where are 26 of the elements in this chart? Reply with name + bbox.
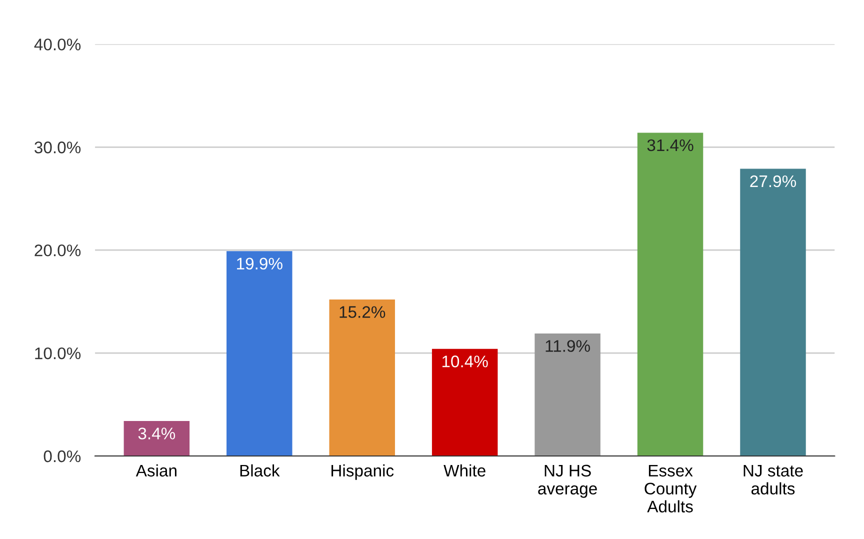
bar	[534, 333, 600, 456]
data-label: 31.4%	[647, 139, 694, 152]
data-label: 3.4%	[138, 428, 176, 440]
x-tick-label: NJ state adults	[744, 464, 803, 495]
y-tick-label: 20.0%	[34, 244, 81, 256]
bar	[329, 300, 395, 456]
x-tick-label: NJ HS average	[538, 464, 597, 498]
bar	[740, 168, 806, 456]
data-label: 27.9%	[750, 175, 796, 188]
x-tick-label: Essex County Adults	[644, 464, 697, 512]
data-label: 19.9%	[237, 258, 282, 270]
x-tick-label: White	[444, 464, 486, 477]
bar	[637, 132, 704, 456]
y-tick-label: 40.0%	[34, 38, 81, 50]
bar	[226, 251, 292, 456]
x-tick-label: Hispanic	[332, 464, 394, 480]
data-label: 10.4%	[442, 356, 488, 368]
y-tick-label: 10.0%	[35, 347, 81, 360]
x-tick-label: Black	[240, 464, 280, 477]
y-tick-label: 30.0%	[34, 142, 81, 154]
data-label: 15.2%	[340, 306, 386, 318]
bar	[124, 420, 190, 456]
x-tick-label: Asian	[136, 464, 176, 477]
y-tick-label: 0.0%	[44, 450, 81, 462]
data-label: 11.9%	[546, 340, 590, 352]
bar	[432, 348, 498, 456]
